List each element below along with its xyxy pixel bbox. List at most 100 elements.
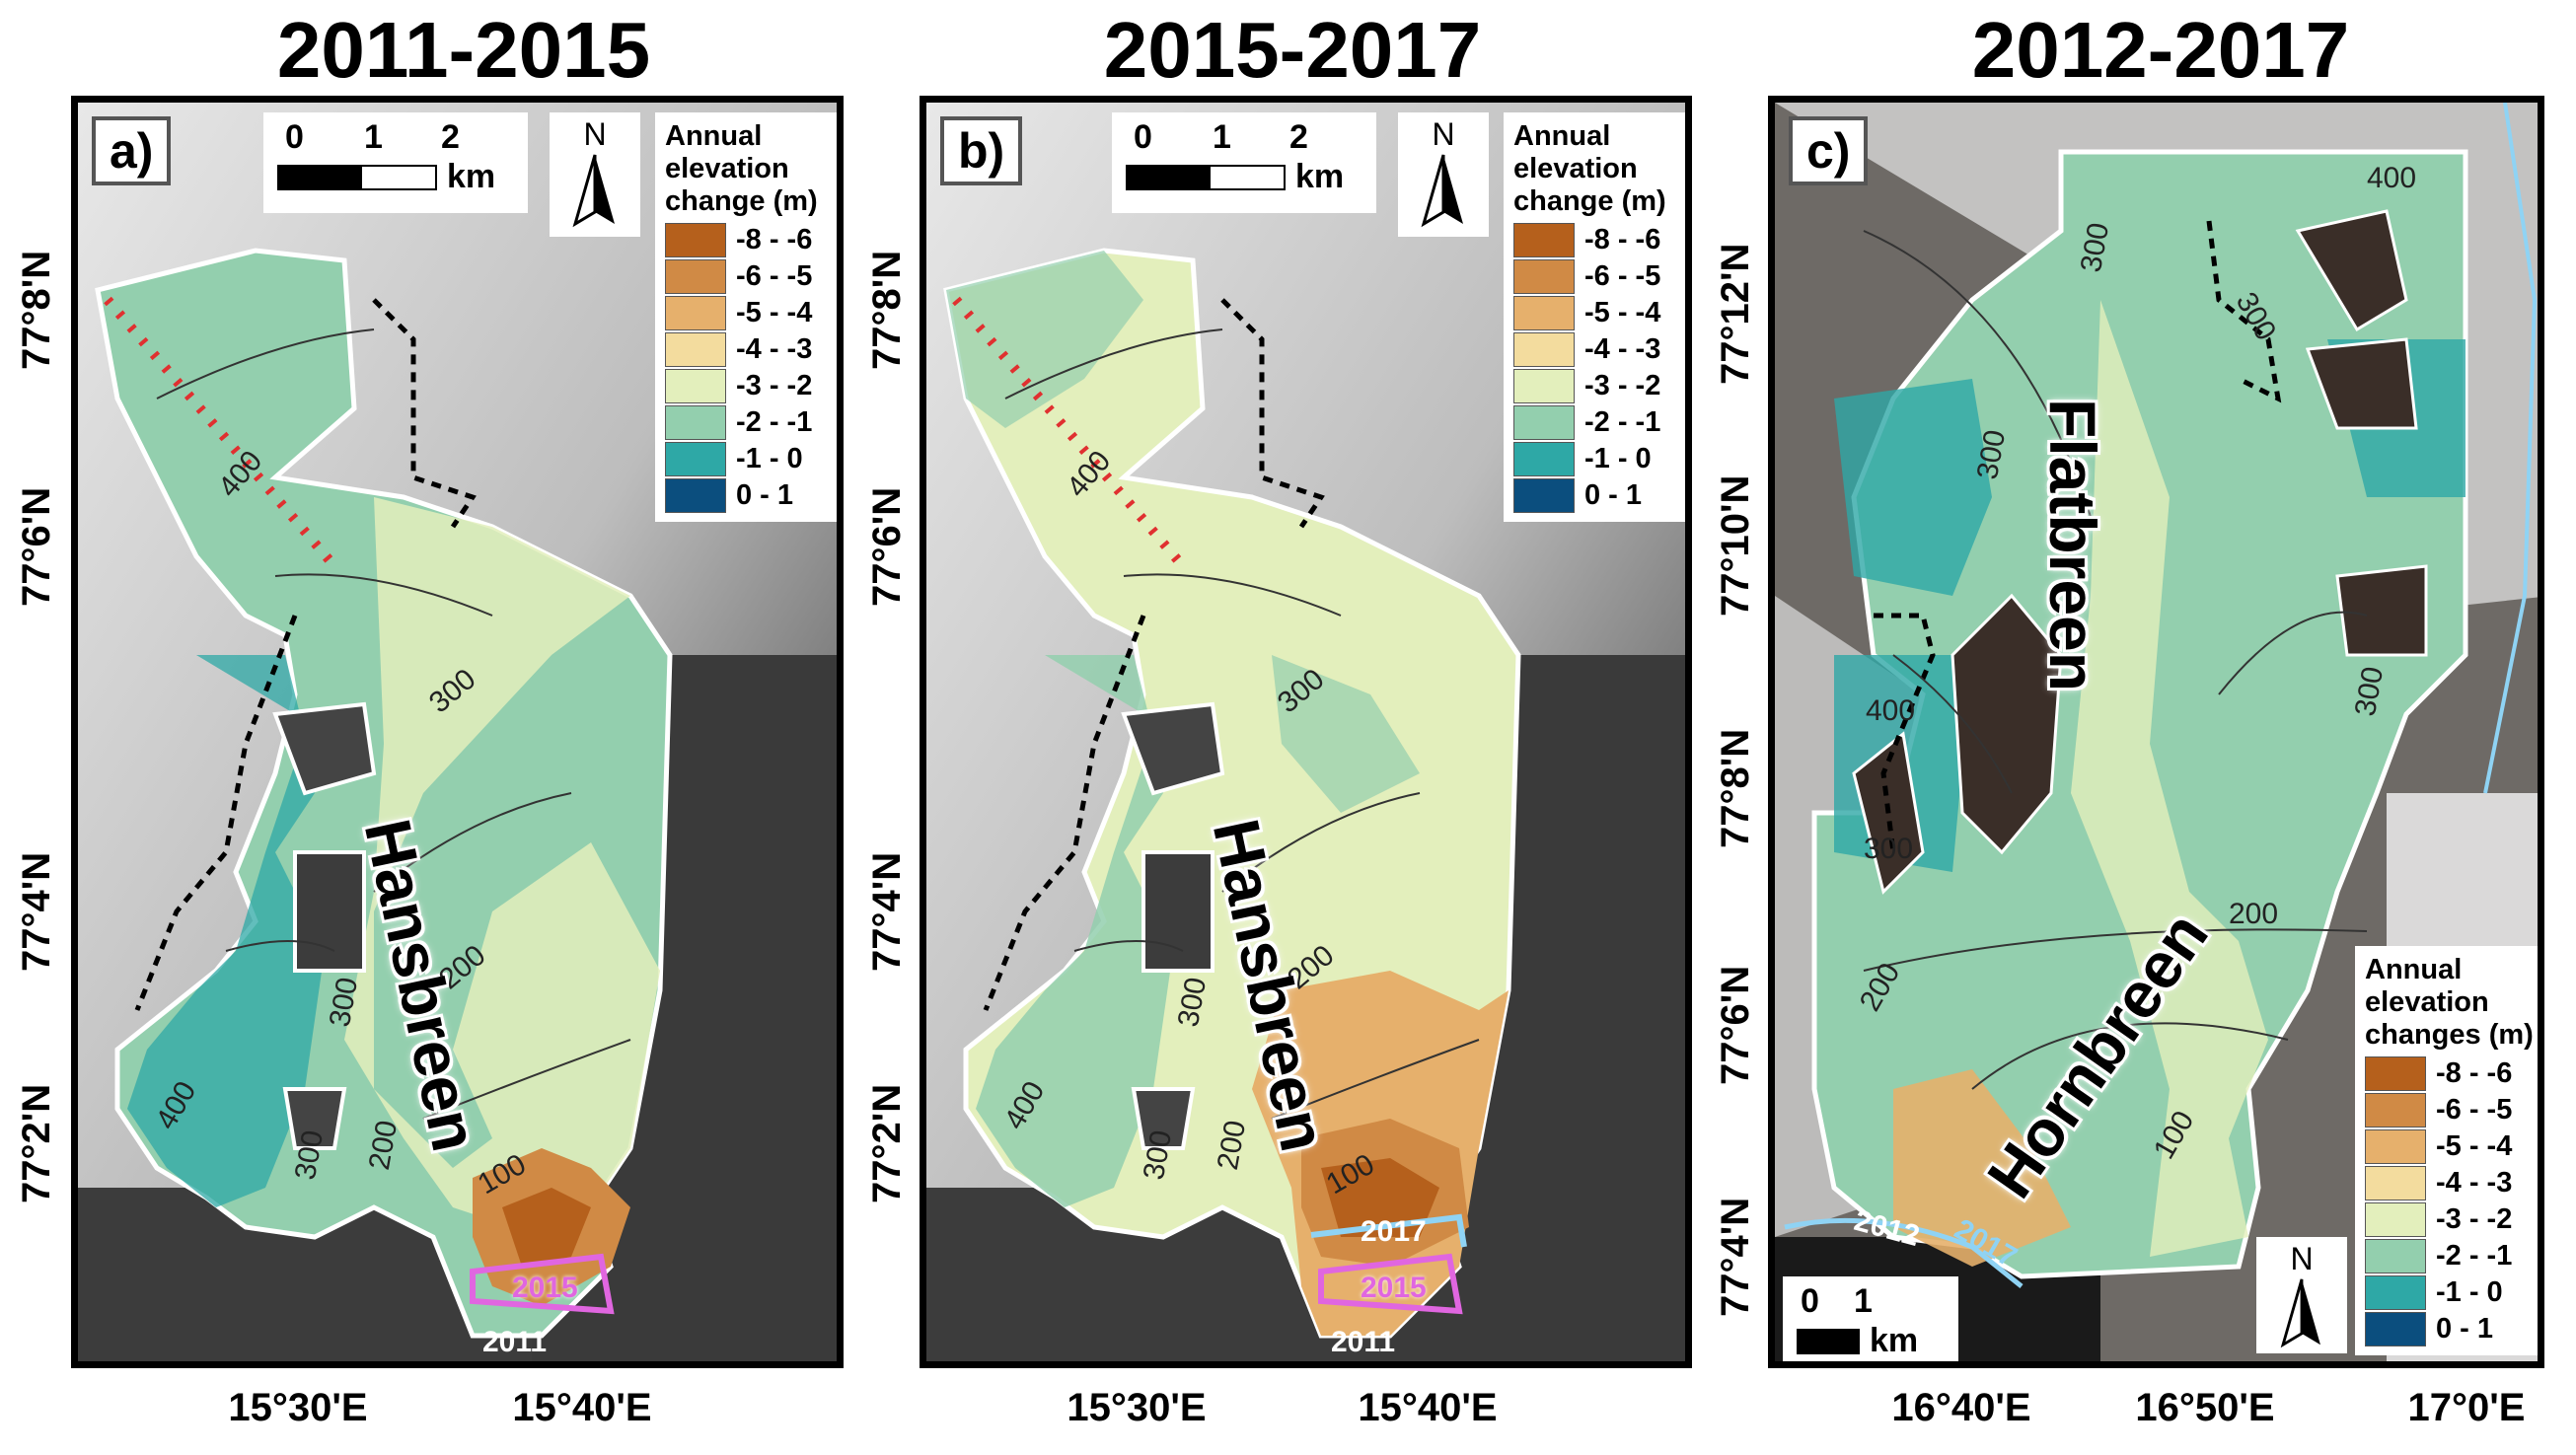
- front-2015-a: [470, 1253, 615, 1315]
- scale-tick-2: 2: [441, 118, 460, 156]
- nunatak-b2: [1121, 701, 1225, 796]
- legend-title-2: elevation: [1513, 153, 1638, 184]
- panel-a-label: a): [92, 116, 172, 185]
- map-c-graphic: [1775, 103, 2538, 1361]
- xtick-c-2: 16°50'E: [2135, 1386, 2275, 1429]
- front-label-2011-a: 2011: [482, 1326, 548, 1358]
- ytick-a-4: 77°2'N: [15, 1083, 58, 1203]
- legend-item: -2 - -1: [1584, 406, 1661, 438]
- xtick-a-2: 15°40'E: [512, 1386, 652, 1429]
- legend-b: Annual elevation change (m) -8 - -6 -6 - -…: [1504, 112, 1685, 522]
- zone-orange-c: [1893, 1069, 2071, 1267]
- legend-title-1: Annual: [1513, 120, 1611, 152]
- legend-item: -4 - -3: [1584, 333, 1661, 365]
- contour-label: 400: [1866, 694, 1916, 727]
- panel-b-title: 2015-2017: [1103, 6, 1482, 94]
- contour-lines-b: [1004, 328, 1480, 1120]
- north-arrow-icon: [572, 154, 615, 228]
- scale-tick-0: 0: [285, 118, 304, 156]
- zone-light-c: [2071, 300, 2268, 1257]
- divide-a: [372, 298, 477, 529]
- map-panel-b: b) 0 1 2 km N Annual elevation change (m) -8…: [920, 96, 1692, 1368]
- panel-b-label: b): [940, 116, 1023, 185]
- zone-teal-b: [976, 655, 1173, 1207]
- legend-item: -8 - -6: [736, 224, 813, 255]
- legend-item: -8 - -6: [2436, 1057, 2513, 1089]
- legend-item: -6 - -5: [1584, 260, 1661, 292]
- zone-green-b: [946, 251, 1420, 813]
- legend-item: -2 - -1: [2436, 1240, 2513, 1272]
- legend-item: -8 - -6: [1584, 224, 1661, 255]
- zone-teal-a: [127, 655, 325, 1207]
- nunatak-a3: [282, 1087, 347, 1150]
- zone-light-a: [344, 497, 660, 1237]
- legend-item: -3 - -2: [736, 370, 813, 401]
- map-panel-c: c) Annual elevation changes (m) -8 - -6 -6…: [1768, 96, 2544, 1368]
- ytick-c-1: 77°12'N: [1714, 243, 1757, 385]
- xtick-b-2: 15°40'E: [1358, 1386, 1498, 1429]
- divide-b: [1220, 298, 1325, 529]
- legend-item: -3 - -2: [2436, 1203, 2513, 1235]
- scale-tick-1: 1: [364, 118, 383, 156]
- legend-item: -4 - -3: [736, 333, 813, 365]
- legend-a: Annual elevation change (m) -8 - -6 -6 - -…: [655, 112, 837, 522]
- ytick-a-3: 77°4'N: [15, 851, 58, 972]
- legend-item: 0 - 1: [736, 479, 794, 511]
- front-label-2015-a: 2015: [512, 1272, 578, 1304]
- ytick-b-1: 77°8'N: [865, 250, 909, 370]
- legend-item: -1 - 0: [736, 443, 803, 474]
- legend-title-3: change (m): [1513, 185, 1666, 217]
- ytick-c-2: 77°10'N: [1714, 474, 1757, 617]
- panel-c-title: 2012-2017: [1971, 6, 2350, 94]
- contour-lines-c: [1863, 230, 2368, 1090]
- map-panel-a: a) 0 1 2 km N Annual elevation change (m) -8…: [71, 96, 844, 1368]
- contour-label: 400: [2367, 162, 2417, 194]
- legend-item: 0 - 1: [1584, 479, 1643, 511]
- panel-a-title: 2011-2015: [276, 6, 651, 94]
- legend-title-3: change (m): [665, 185, 818, 217]
- ytick-c-3: 77°8'N: [1714, 728, 1757, 848]
- xtick-a-1: 15°30'E: [228, 1386, 368, 1429]
- xtick-b-1: 15°30'E: [1067, 1386, 1207, 1429]
- contour-label: 300: [1864, 833, 1914, 865]
- scale-tick-2: 2: [1289, 118, 1308, 156]
- legend-title-1: Annual: [665, 120, 763, 152]
- north-label: N: [583, 116, 607, 152]
- legend-item: -6 - -5: [2436, 1094, 2513, 1126]
- legend-item: -5 - -4: [2436, 1130, 2513, 1162]
- ytick-b-4: 77°2'N: [865, 1083, 909, 1203]
- legend-item: 0 - 1: [2436, 1313, 2494, 1345]
- scale-unit: km: [447, 158, 496, 195]
- front-2017-b: [1310, 1213, 1467, 1248]
- ytick-c-5: 77°4'N: [1714, 1197, 1757, 1317]
- ytick-a-1: 77°8'N: [15, 250, 58, 370]
- nunatak-a1: [293, 850, 366, 973]
- glacier-label-flatbreen: Flatbreen: [2036, 399, 2109, 692]
- front-label-2017-b: 2017: [1361, 1215, 1427, 1248]
- legend-title-3: changes (m): [2365, 1019, 2534, 1051]
- nunatak-b1: [1141, 850, 1214, 973]
- divide-a2: [134, 615, 298, 1011]
- nunatak-c3: [2295, 209, 2428, 657]
- legend-item: -4 - -3: [2436, 1167, 2513, 1199]
- ytick-a-2: 77°6'N: [15, 486, 58, 607]
- coastline-c: [1784, 1217, 2024, 1288]
- legend-item: -5 - -4: [1584, 297, 1661, 328]
- legend-item: -1 - 0: [2436, 1276, 2503, 1308]
- scalebar-a: 0 1 2 km: [263, 112, 528, 213]
- scale-tick-0: 0: [1801, 1282, 1819, 1320]
- scale-unit: km: [1870, 1322, 1919, 1359]
- legend-item: -2 - -1: [736, 406, 813, 438]
- north-arrow-c: N: [2256, 1237, 2347, 1353]
- north-label: N: [1432, 116, 1455, 152]
- legend-title-2: elevation: [2365, 986, 2489, 1018]
- contour-label: 200: [2229, 898, 2279, 930]
- nunatak-c1: [1950, 593, 2063, 855]
- xtick-c-1: 16°40'E: [1891, 1386, 2031, 1429]
- legend-title-2: elevation: [665, 153, 789, 184]
- scalebar-b: 0 1 2 km: [1112, 112, 1376, 213]
- panel-c-label: c): [1789, 116, 1869, 185]
- legend-item: -1 - 0: [1584, 443, 1652, 474]
- nunatak-b3: [1131, 1087, 1196, 1150]
